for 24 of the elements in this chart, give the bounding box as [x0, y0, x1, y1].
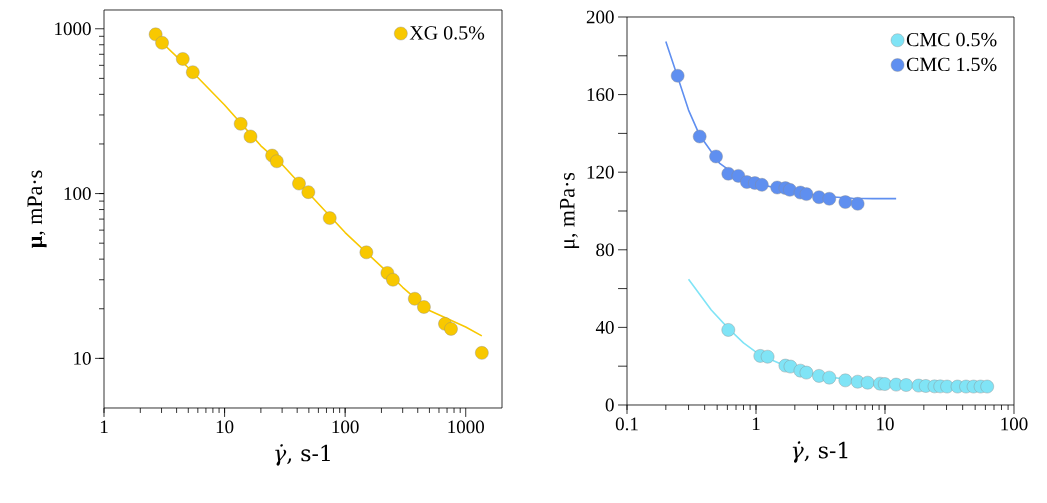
y-axis-title: μ, mPa·s — [27, 170, 47, 248]
legend-label: CMC 1.5% — [906, 57, 997, 72]
legend-label: XG 0.5% — [409, 26, 485, 40]
x-axis-title: γ̇, s-1 — [275, 444, 330, 466]
x-tick-label: 10 — [216, 420, 234, 434]
y-tick-label: 160 — [587, 88, 614, 102]
x-tick-label: 1000 — [448, 420, 484, 434]
legend-label: CMC 0.5% — [906, 32, 997, 47]
y-tick-label: 120 — [587, 165, 614, 179]
y-tick-label: 100 — [64, 187, 91, 200]
x-tick-label: 10 — [877, 417, 894, 431]
y-tick-label: 1000 — [55, 22, 91, 36]
y-tick-label: 0 — [605, 398, 614, 412]
y-tick-label: 40 — [595, 320, 614, 334]
x-axis-title: γ̇, s-1 — [792, 441, 848, 463]
y-tick-label: 80 — [596, 243, 614, 257]
x-tick-label: 100 — [1001, 417, 1028, 431]
x-tick-label: 1 — [752, 417, 760, 431]
x-tick-label: 0.1 — [615, 417, 638, 431]
y-tick-label: 200 — [586, 10, 614, 24]
y-axis-title: μ, mPa·s — [559, 172, 580, 249]
x-tick-label: 100 — [332, 420, 359, 434]
x-tick-label: 1 — [100, 420, 108, 434]
y-tick-label: 10 — [74, 351, 91, 365]
